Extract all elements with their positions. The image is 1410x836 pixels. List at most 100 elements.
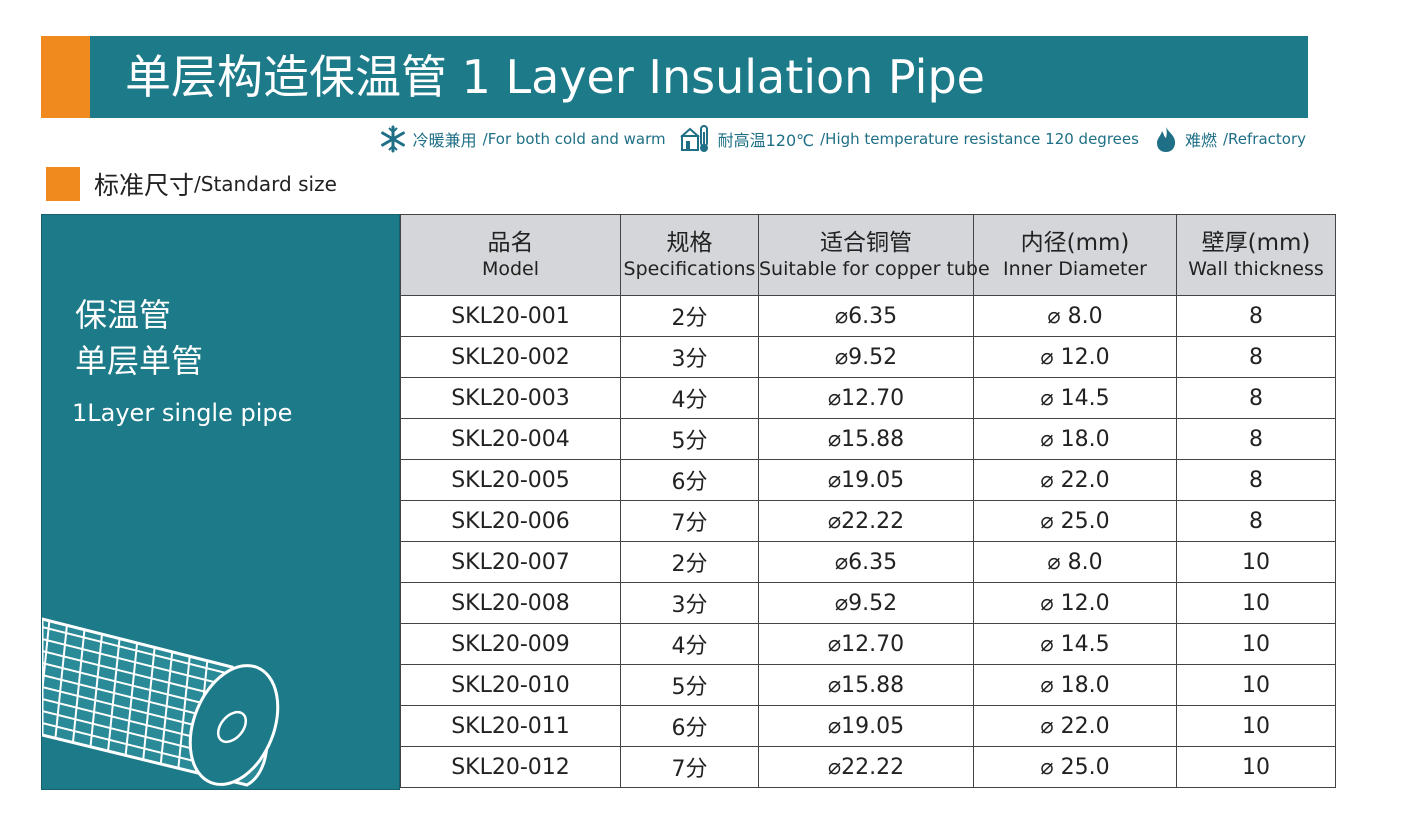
cell-inner: ⌀ 8.0 [973,295,1177,337]
header-en: Suitable for copper tube [759,258,990,280]
cell-inner: ⌀ 18.0 [973,418,1177,460]
panel-title-line2: 单层单管 [75,342,204,380]
feature-cold-warm-en: /For both cold and warm [482,130,666,148]
cell-copper: ⌀19.05 [758,459,974,501]
cell-model: SKL20-003 [400,377,621,419]
cell-spec: 3分 [620,336,759,378]
header-zh: 壁厚(mm) [1201,230,1311,256]
cell-spec: 2分 [620,541,759,583]
header-en: Inner Diameter [1003,258,1147,280]
header-en: Model [481,258,540,280]
cell-spec: 2分 [620,295,759,337]
cell-copper: ⌀6.35 [758,541,974,583]
cell-spec: 6分 [620,705,759,747]
cell-copper: ⌀15.88 [758,418,974,460]
cell-spec: 3分 [620,582,759,624]
cell-wall: 8 [1176,295,1336,337]
section-title-en: /Standard size [194,172,337,196]
table-row: SKL20-012 7分 ⌀22.22 ⌀ 25.0 10 [400,746,1336,788]
pipe-illustration [42,617,280,787]
table-row: SKL20-001 2分 ⌀6.35 ⌀ 8.0 8 [400,295,1336,337]
cell-inner: ⌀ 12.0 [973,336,1177,378]
feature-refractory-en: /Refractory [1222,130,1306,148]
section-title-zh: 标准尺寸 [94,171,195,200]
panel-subtitle: 1Layer single pipe [72,399,293,427]
cell-spec: 4分 [620,623,759,665]
feature-heat-zh: 耐高温120℃ [717,131,815,150]
cell-wall: 10 [1176,541,1336,583]
cell-inner: ⌀ 22.0 [973,705,1177,747]
flame-icon [1153,125,1179,153]
header-spec: 规格 Specifications [620,214,759,296]
table-header-row: 品名 Model 规格 Specifications 适合铜管 Suitable fo… [400,214,1336,296]
cell-model: SKL20-011 [400,705,621,747]
cell-inner: ⌀ 25.0 [973,746,1177,788]
table-row: SKL20-007 2分 ⌀6.35 ⌀ 8.0 10 [400,541,1336,583]
cell-copper: ⌀22.22 [758,500,974,542]
cell-copper: ⌀15.88 [758,664,974,706]
cell-copper: ⌀12.70 [758,377,974,419]
cell-model: SKL20-007 [400,541,621,583]
feature-list: 冷暖兼用/For both cold and warm 耐高温120℃ /High… [379,121,1306,157]
title-banner: 单层构造保温管 1 Layer Insulation Pipe [41,36,1308,118]
header-zh: 规格 [666,230,713,256]
cell-model: SKL20-006 [400,500,621,542]
header-copper-tube: 适合铜管 Suitable for copper tube [758,214,990,296]
cell-copper: ⌀22.22 [758,746,974,788]
feature-refractory-zh: 难燃 [1184,131,1217,150]
header-zh: 品名 [487,230,534,256]
cell-wall: 8 [1176,336,1336,378]
header-model: 品名 Model [400,214,621,296]
cell-model: SKL20-005 [400,459,621,501]
cell-spec: 5分 [620,664,759,706]
cell-inner: ⌀ 8.0 [973,541,1177,583]
header-en: Specifications [623,258,756,280]
thermometer-icon [679,124,712,154]
feature-refractory: 难燃/Refractory [1153,125,1306,153]
cell-copper: ⌀9.52 [758,582,974,624]
cell-model: SKL20-004 [400,418,621,460]
cell-inner: ⌀ 14.5 [973,623,1177,665]
table-row: SKL20-008 3分 ⌀9.52 ⌀ 12.0 10 [400,582,1336,624]
banner-accent [41,36,90,118]
cell-spec: 7分 [620,746,759,788]
cell-wall: 8 [1176,500,1336,542]
cell-wall: 10 [1176,582,1336,624]
spec-table: 品名 Model 规格 Specifications 适合铜管 Suitable fo… [400,214,1336,788]
header-en: Wall thickness [1188,258,1324,280]
feature-heat-en: /High temperature resistance 120 degrees [820,130,1139,148]
cell-model: SKL20-009 [400,623,621,665]
cell-wall: 10 [1176,746,1336,788]
table-row: SKL20-010 5分 ⌀15.88 ⌀ 18.0 10 [400,664,1336,706]
snowflake-icon [379,125,407,153]
cell-spec: 6分 [620,459,759,501]
cell-copper: ⌀9.52 [758,336,974,378]
product-panel: 保温管 单层单管 1Layer single pipe [41,214,400,790]
feature-cold-warm: 冷暖兼用/For both cold and warm [379,125,666,153]
page-title: 单层构造保温管 1 Layer Insulation Pipe [125,50,985,104]
cell-model: SKL20-001 [400,295,621,337]
header-zh: 内径(mm) [1020,230,1130,256]
cell-inner: ⌀ 18.0 [973,664,1177,706]
cell-spec: 4分 [620,377,759,419]
header-zh: 适合铜管 [820,230,912,256]
feature-cold-warm-zh: 冷暖兼用 [412,131,477,150]
header-inner-diameter: 内径(mm) Inner Diameter [973,214,1177,296]
table-row: SKL20-009 4分 ⌀12.70 ⌀ 14.5 10 [400,623,1336,665]
cell-spec: 7分 [620,500,759,542]
cell-wall: 8 [1176,459,1336,501]
cell-copper: ⌀19.05 [758,705,974,747]
cell-copper: ⌀12.70 [758,623,974,665]
cell-inner: ⌀ 25.0 [973,500,1177,542]
table-row: SKL20-003 4分 ⌀12.70 ⌀ 14.5 8 [400,377,1336,419]
panel-title-line1: 保温管 [75,296,172,334]
table-row: SKL20-005 6分 ⌀19.05 ⌀ 22.0 8 [400,459,1336,501]
cell-wall: 10 [1176,623,1336,665]
section-marker [46,167,80,201]
table-row: SKL20-011 6分 ⌀19.05 ⌀ 22.0 10 [400,705,1336,747]
cell-model: SKL20-008 [400,582,621,624]
cell-copper: ⌀6.35 [758,295,974,337]
cell-wall: 8 [1176,377,1336,419]
table-row: SKL20-004 5分 ⌀15.88 ⌀ 18.0 8 [400,418,1336,460]
cell-inner: ⌀ 12.0 [973,582,1177,624]
